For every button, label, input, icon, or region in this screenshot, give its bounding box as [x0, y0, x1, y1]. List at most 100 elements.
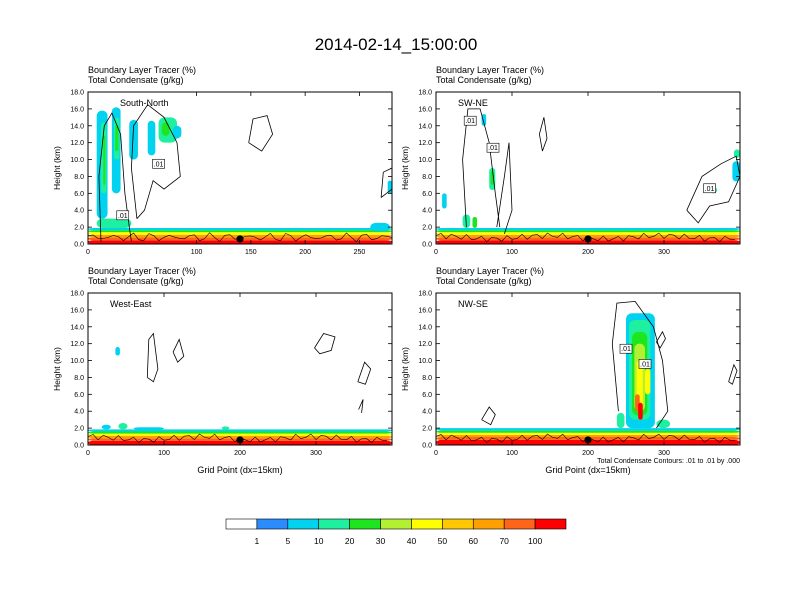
tracer-cell: [436, 227, 740, 231]
x-tick-label: 250: [354, 249, 366, 256]
y-tick-label: 12.0: [418, 140, 432, 147]
tracer-cell: [436, 430, 740, 433]
location-marker: [584, 235, 592, 243]
contour-line: [462, 108, 501, 228]
contour-label-text: .01: [621, 346, 631, 353]
y-tick-label: 4.0: [422, 208, 432, 215]
y-tick-label: 2.0: [74, 225, 84, 232]
tracer-cell: [133, 427, 164, 430]
tracer-cell: [147, 120, 156, 156]
tracer-cell: [115, 125, 119, 152]
contour-label-text: .01: [640, 361, 650, 368]
contour-line: [728, 363, 738, 385]
tracer-cell: [103, 135, 106, 185]
y-tick-label: 16.0: [70, 307, 84, 314]
y-tick-label: 16.0: [418, 106, 432, 113]
colorbar-label: 10: [314, 536, 324, 546]
colorbar-label: 100: [528, 536, 542, 546]
x-tick-label: 300: [658, 450, 670, 457]
panel-title-line1: Boundary Layer Tracer (%): [436, 266, 544, 276]
y-tick-label: 4.0: [74, 409, 84, 416]
tracer-cell: [88, 227, 392, 231]
contour-note: Total Condensate Contours: .01 to .01 by…: [597, 458, 740, 465]
panel-title-line2: Total Condensate (g/kg): [88, 276, 184, 286]
colorbar-swatch: [225, 518, 258, 530]
y-tick-label: 12.0: [70, 341, 84, 348]
y-tick-label: 4.0: [422, 409, 432, 416]
panel-west-east: 0.0 2.0 4.0 6.0 8.0 10.0 12.0 14.0 16.0 18.0 0 100 2…: [52, 266, 393, 475]
y-tick-label: 8.0: [422, 375, 432, 382]
tracer-cell: [436, 428, 740, 431]
y-tick-label: 16.0: [70, 106, 84, 113]
plot-frame: [87, 91, 393, 245]
panel-label: South-North: [120, 98, 169, 108]
panel-label: SW-NE: [458, 98, 488, 108]
colorbar-label: 40: [407, 536, 417, 546]
location-marker: [236, 235, 244, 243]
panel-title-line2: Total Condensate (g/kg): [436, 75, 532, 85]
contour-line: [380, 167, 392, 198]
tracer-cell: [172, 125, 182, 139]
contour-line: [248, 115, 274, 152]
x-tick-label: 0: [86, 249, 90, 256]
contour-line: [146, 332, 159, 383]
y-tick-label: 10.0: [418, 358, 432, 365]
y-tick-label: 0.0: [422, 242, 432, 249]
tracer-cell: [115, 347, 120, 356]
tracer-cell: [88, 230, 392, 233]
colorbar-swatch: [411, 518, 443, 530]
tracer-cell: [221, 426, 230, 430]
y-tick-label: 6.0: [422, 191, 432, 198]
contour-line: [481, 406, 496, 426]
colorbar-swatch: [287, 518, 320, 530]
tracer-cell: [472, 216, 478, 228]
y-axis-label: Height (km): [52, 347, 62, 391]
tracer-cell: [436, 434, 740, 437]
y-tick-label: 18.0: [70, 90, 84, 97]
colorbar-label: 5: [285, 536, 290, 546]
y-tick-label: 6.0: [74, 191, 84, 198]
x-axis-label: Grid Point (dx=15km): [197, 465, 282, 475]
y-tick-label: 18.0: [418, 90, 432, 97]
x-tick-label: 200: [299, 249, 311, 256]
panel-title-line2: Total Condensate (g/kg): [88, 75, 184, 85]
panel-south-north: .01 .01 0.0 2.0 4.0 6.0 8.0 10.0 12.0 14.0 16.0 18.…: [52, 65, 393, 256]
y-tick-label: 0.0: [74, 242, 84, 249]
y-tick-label: 18.0: [70, 291, 84, 298]
contour-line: [130, 104, 181, 219]
y-tick-label: 14.0: [418, 123, 432, 130]
colorbar-label: 60: [469, 536, 479, 546]
tracer-cell: [118, 423, 128, 430]
x-tick-label: 100: [506, 450, 518, 457]
colorbar-label: 70: [499, 536, 509, 546]
contour-label-text: .01: [465, 118, 475, 125]
contour-label: .01: [619, 343, 633, 354]
plot-background: [88, 92, 392, 244]
contour-line: [611, 300, 669, 429]
tracer-cell: [442, 193, 447, 209]
x-axis-label: Grid Point (dx=15km): [545, 465, 630, 475]
contour-label: .01: [152, 158, 165, 169]
tracer-cell: [436, 432, 740, 435]
colorbar: 1 5 10 20 30 40 50 60 70 100: [225, 518, 567, 546]
y-tick-label: 10.0: [70, 157, 84, 164]
y-tick-label: 16.0: [418, 307, 432, 314]
y-axis-label: Height (km): [400, 146, 410, 190]
figure-title: 2014-02-14_15:00:00: [315, 35, 478, 54]
tracer-cell: [370, 222, 390, 232]
contour-line: [686, 155, 740, 224]
plot-background: [436, 293, 740, 445]
tracer-cell: [88, 429, 392, 432]
tracer-cell: [436, 230, 740, 233]
y-tick-label: 2.0: [422, 225, 432, 232]
x-tick-label: 300: [658, 249, 670, 256]
x-tick-label: 0: [86, 450, 90, 457]
plot-background: [436, 92, 740, 244]
colorbar-swatch: [503, 518, 536, 530]
y-tick-label: 14.0: [70, 123, 84, 130]
panel-nw-se: .01 .01 0.0 2.0 4.0 6.0 8.0 10.0 12.0 14.0 16.0 18.…: [400, 266, 741, 475]
contour-label-text: .01: [488, 145, 498, 152]
tracer-cell: [616, 412, 625, 429]
y-tick-label: 12.0: [70, 140, 84, 147]
